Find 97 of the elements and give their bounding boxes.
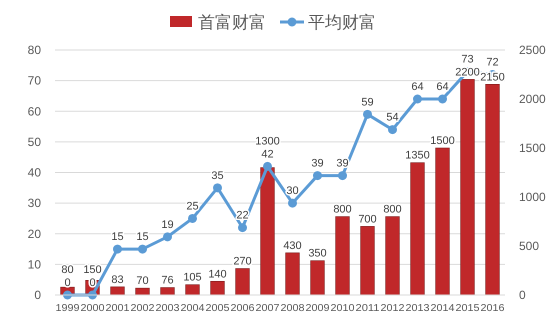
data-label: 105 <box>183 272 202 284</box>
bar <box>435 148 450 296</box>
x-tick-label: 2008 <box>280 303 305 314</box>
point <box>238 223 247 232</box>
data-label: 350 <box>308 248 327 260</box>
y-tick-label: 0 <box>34 288 42 302</box>
y2-tick-label: 2500 <box>519 43 546 57</box>
x-tick-label: 2007 <box>256 303 280 314</box>
point <box>363 110 372 119</box>
data-label: 73 <box>461 53 474 66</box>
x-tick-label: 2016 <box>480 303 505 314</box>
data-label: 150 <box>83 264 102 276</box>
bar <box>410 162 425 296</box>
y2-tick-label: 0 <box>519 288 526 302</box>
data-label: 76 <box>161 274 174 287</box>
data-label: 54 <box>386 112 399 124</box>
data-label: 0 <box>64 277 71 289</box>
data-label: 42 <box>261 148 274 160</box>
bar <box>210 280 225 296</box>
bar <box>285 252 300 296</box>
bar <box>310 260 325 296</box>
data-label: 0 <box>89 277 96 289</box>
bar <box>235 268 250 296</box>
bar <box>485 84 500 296</box>
bar <box>360 226 375 296</box>
point <box>338 171 347 180</box>
data-label: 25 <box>186 200 199 212</box>
x-tick-label: 2013 <box>406 303 430 314</box>
data-label: 430 <box>283 240 302 252</box>
data-label: 800 <box>333 204 352 216</box>
data-label: 15 <box>111 231 124 244</box>
data-label: 140 <box>208 268 227 280</box>
y2-tick-label: 2000 <box>519 92 546 106</box>
x-tick-label: 2010 <box>330 303 355 314</box>
point <box>213 183 222 192</box>
legend-label: 平均财富 <box>308 13 376 32</box>
y2-tick-label: 1500 <box>519 141 546 155</box>
y-tick-label: 10 <box>28 257 42 272</box>
y-tick-label: 50 <box>28 134 42 149</box>
y-tick-label: 40 <box>28 166 42 180</box>
point <box>288 198 297 208</box>
point <box>138 244 147 254</box>
data-label: 70 <box>136 275 149 288</box>
y-tick-label: 60 <box>28 104 42 118</box>
bar <box>460 79 475 296</box>
data-label: 15 <box>136 231 149 244</box>
data-label: 64 <box>436 81 449 93</box>
y2-tick-label: 500 <box>519 239 540 253</box>
x-tick-label: 2009 <box>306 303 330 314</box>
x-tick-label: 2014 <box>430 303 455 314</box>
x-tick-label: 2015 <box>456 303 480 314</box>
legend-label: 首富财富 <box>198 13 266 32</box>
x-tick-label: 2011 <box>356 303 380 314</box>
bar <box>385 216 400 296</box>
data-label: 19 <box>161 218 174 231</box>
data-label: 1300 <box>255 135 280 148</box>
y-tick-label: 70 <box>28 74 42 88</box>
data-label: 1500 <box>430 135 455 147</box>
data-label: 800 <box>383 204 402 216</box>
bar <box>260 167 275 296</box>
bar <box>185 284 200 296</box>
x-tick-label: 2006 <box>230 303 255 314</box>
data-label: 1350 <box>405 150 430 162</box>
x-tick-label: 1999 <box>56 303 80 314</box>
x-tick-label: 2002 <box>130 303 155 314</box>
x-tick-label: 2012 <box>380 303 405 314</box>
data-label: 59 <box>361 96 374 108</box>
data-label: 83 <box>111 274 124 286</box>
point <box>413 94 422 104</box>
data-label: 2150 <box>480 71 505 84</box>
data-label: 270 <box>233 256 252 268</box>
data-label: 80 <box>61 264 74 276</box>
y-tick-label: 30 <box>28 196 42 210</box>
y-tick-label: 80 <box>28 43 42 57</box>
data-label: 30 <box>286 185 299 198</box>
data-label: 39 <box>311 158 324 170</box>
point <box>388 125 397 134</box>
x-tick-label: 2003 <box>156 303 180 314</box>
y2-tick-label: 1000 <box>519 190 546 204</box>
x-tick-label: 2001 <box>106 303 130 314</box>
data-label: 64 <box>411 81 424 93</box>
data-label: 700 <box>358 213 377 226</box>
bar <box>335 216 350 296</box>
bar <box>160 287 175 296</box>
y-tick-label: 20 <box>28 226 42 241</box>
bar <box>110 286 125 296</box>
data-label: 35 <box>211 170 224 182</box>
point <box>113 244 122 254</box>
point <box>438 94 447 104</box>
point <box>263 162 272 171</box>
x-tick-label: 2005 <box>206 303 230 314</box>
x-tick-label: 2000 <box>80 303 105 314</box>
point <box>163 232 172 242</box>
point <box>188 214 197 223</box>
data-label: 72 <box>486 56 499 68</box>
point <box>313 171 322 180</box>
x-tick-label: 2004 <box>180 303 205 314</box>
